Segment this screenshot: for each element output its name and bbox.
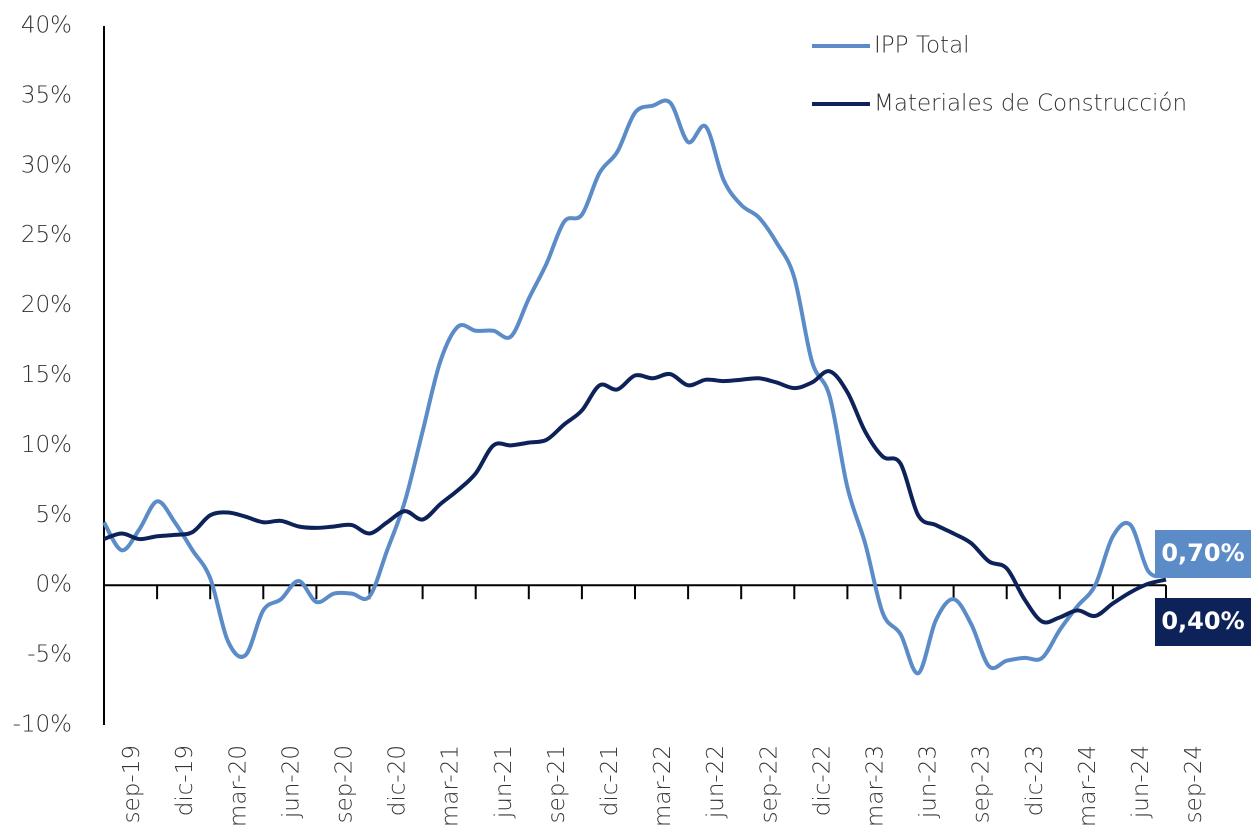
- x-tick-label: jun-23: [916, 745, 942, 819]
- x-tick-label: jun-21: [491, 745, 517, 819]
- y-tick-label: 5%: [36, 502, 73, 528]
- x-tick-label: sep-23: [969, 745, 995, 823]
- y-tick-label: 25%: [21, 222, 72, 248]
- y-tick-label: 10%: [21, 432, 72, 458]
- x-tick-label: jun-20: [278, 745, 304, 819]
- x-tick-label: dic-21: [597, 745, 623, 816]
- y-tick-label: -10%: [13, 712, 72, 738]
- x-tick-label: jun-24: [1128, 745, 1154, 819]
- x-tick-label: sep-20: [331, 745, 357, 823]
- y-tick-label: -5%: [27, 642, 72, 668]
- x-tick-label: jun-22: [703, 745, 729, 819]
- y-tick-label: 0%: [36, 572, 73, 598]
- x-tick-label: mar-22: [650, 745, 676, 827]
- x-tick-label: dic-19: [172, 745, 198, 816]
- x-tick-label: sep-22: [756, 745, 782, 823]
- y-tick-label: 30%: [21, 152, 72, 178]
- x-tick-label: dic-23: [1022, 745, 1048, 816]
- x-tick-label: sep-21: [544, 745, 570, 823]
- series-line: [103, 369, 1167, 625]
- x-tick-label: dic-22: [809, 745, 835, 816]
- legend-label: Materiales de Construcción: [874, 91, 1187, 117]
- y-tick-label: 40%: [21, 13, 72, 39]
- x-tick-label: mar-20: [225, 745, 251, 827]
- x-tick-label: dic-20: [385, 745, 411, 816]
- value-label-box: [1155, 530, 1251, 578]
- series-line: [102, 98, 1167, 676]
- x-tick-label: mar-23: [862, 745, 888, 827]
- y-tick-label: 35%: [21, 82, 72, 108]
- x-tick-label: mar-24: [1075, 745, 1101, 827]
- x-tick-label: sep-19: [119, 745, 145, 823]
- x-tick-label: sep-24: [1181, 745, 1207, 823]
- value-label-box: [1155, 598, 1251, 646]
- value-label: 0,40%: [1161, 607, 1244, 635]
- y-tick-label: 15%: [21, 362, 72, 388]
- legend-label: IPP Total: [874, 33, 970, 59]
- x-tick-label: mar-21: [438, 745, 464, 827]
- value-label: 0,70%: [1161, 539, 1244, 567]
- y-tick-label: 20%: [21, 292, 72, 318]
